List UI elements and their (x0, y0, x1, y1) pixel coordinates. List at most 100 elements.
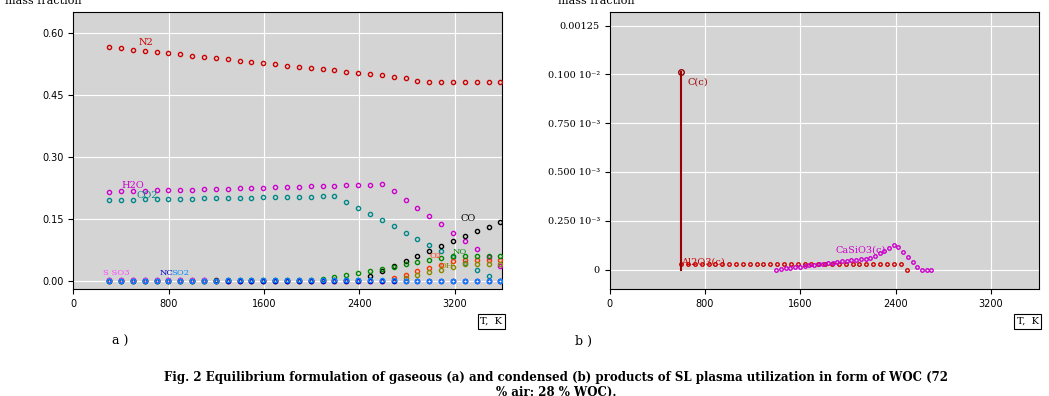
CO2 (328, 194, 341, 198)
NC (411, 278, 424, 283)
CO (470, 229, 483, 234)
Text: OH: OH (440, 261, 453, 270)
CO2 (114, 198, 127, 202)
OH (114, 278, 127, 283)
N2 (423, 80, 435, 85)
NO (221, 278, 234, 283)
Text: NC: NC (159, 269, 173, 277)
SO2 (411, 278, 424, 283)
NO (281, 278, 294, 283)
CO (186, 278, 198, 283)
NO (150, 278, 163, 283)
SO2 (293, 278, 305, 283)
CO (210, 278, 222, 283)
SO3 (494, 278, 507, 283)
NC (376, 278, 388, 283)
OH (364, 278, 377, 283)
CO (245, 278, 258, 283)
NO (245, 278, 258, 283)
OH (233, 278, 245, 283)
NC (364, 278, 377, 283)
O2 (127, 278, 140, 283)
H2O (127, 189, 140, 194)
NO (400, 262, 412, 267)
N2 (316, 67, 328, 72)
CO (233, 278, 245, 283)
OH (423, 270, 435, 275)
CO2 (316, 194, 328, 199)
CO (400, 259, 412, 263)
SO3 (114, 278, 127, 282)
NC (138, 278, 151, 283)
H2O (351, 183, 364, 187)
NO (423, 258, 435, 263)
O2 (447, 259, 459, 264)
CO2 (470, 267, 483, 272)
CO2 (483, 274, 495, 278)
N2 (494, 80, 507, 85)
Line: NO: NO (107, 254, 502, 283)
CO (423, 249, 435, 253)
SO2 (351, 278, 364, 283)
H2O (304, 184, 317, 188)
CO2 (138, 197, 151, 202)
O2 (483, 258, 495, 263)
OH (316, 278, 328, 283)
OH (281, 278, 294, 283)
SO3 (257, 278, 270, 283)
SO3 (387, 278, 400, 283)
N2 (387, 74, 400, 79)
O2 (186, 278, 198, 283)
Line: CO: CO (107, 219, 502, 282)
CO (316, 278, 328, 283)
O2 (257, 278, 270, 283)
SO2 (316, 278, 328, 283)
N2 (470, 80, 483, 85)
O2 (150, 278, 163, 283)
H2O (186, 187, 198, 192)
NO (387, 264, 400, 269)
NO (269, 278, 281, 283)
NC (316, 278, 328, 283)
Line: N2: N2 (107, 45, 502, 84)
CO2 (221, 196, 234, 200)
N2 (411, 78, 424, 83)
N2 (138, 48, 151, 53)
NC (435, 278, 448, 283)
N2 (114, 46, 127, 51)
NO (114, 278, 127, 283)
O2 (163, 278, 175, 283)
H2O (210, 187, 222, 191)
O2 (197, 278, 210, 283)
CO (483, 224, 495, 229)
OH (210, 278, 222, 283)
CO (150, 278, 163, 283)
NC (210, 278, 222, 283)
SO2 (233, 278, 245, 283)
SO3 (221, 278, 234, 283)
CO2 (281, 194, 294, 199)
NO (304, 278, 317, 283)
N2 (103, 45, 115, 50)
CO2 (447, 255, 459, 260)
CO (174, 278, 187, 283)
Text: Al2O3(c): Al2O3(c) (681, 258, 725, 267)
OH (221, 278, 234, 283)
OH (435, 267, 448, 272)
CO (411, 254, 424, 259)
CO2 (245, 195, 258, 200)
NC (269, 278, 281, 283)
O2 (364, 278, 377, 283)
N2 (364, 72, 377, 76)
SO2 (197, 278, 210, 283)
Text: T,  K: T, K (1016, 317, 1039, 326)
N2 (458, 80, 471, 85)
CO2 (269, 195, 281, 200)
SO2 (340, 278, 352, 283)
CO2 (210, 196, 222, 201)
NC (483, 278, 495, 283)
O2 (245, 278, 258, 283)
Text: Fig. 2 Equilibrium formulation of gaseous (a) and condensed (b) products of SL p: Fig. 2 Equilibrium formulation of gaseou… (164, 371, 948, 396)
SO2 (257, 278, 270, 283)
O2 (411, 269, 424, 274)
